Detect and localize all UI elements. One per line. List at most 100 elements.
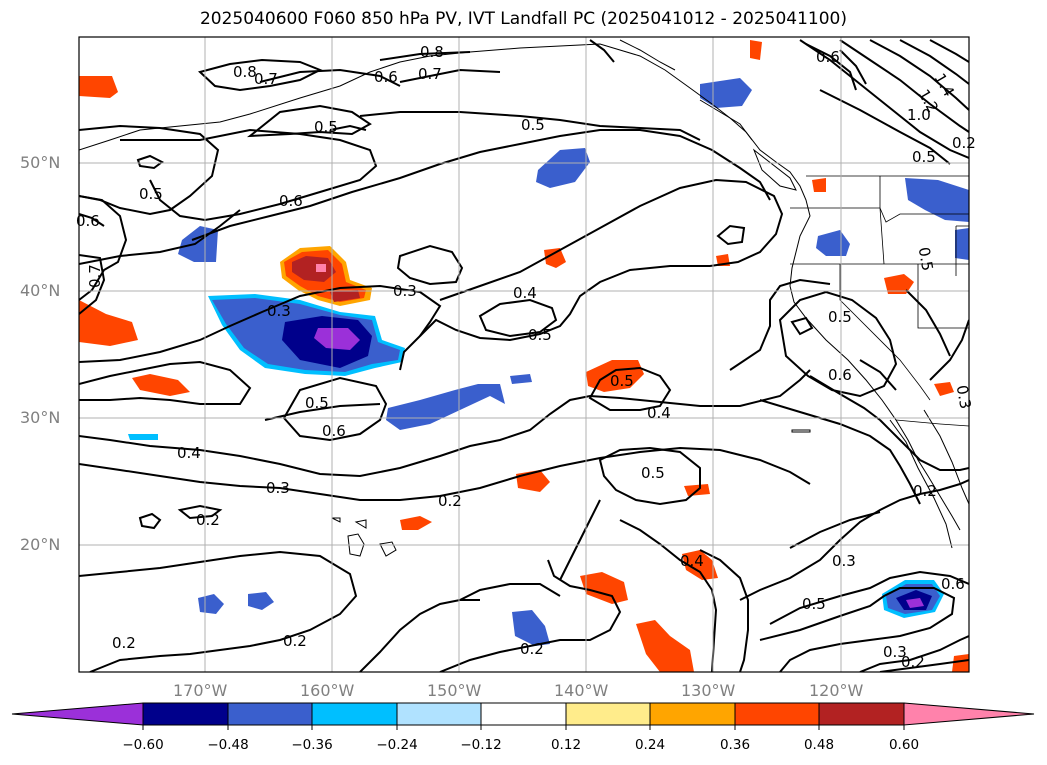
contour-48 — [905, 289, 951, 357]
vancouver-island — [752, 148, 797, 191]
pv-contours — [79, 39, 969, 672]
contour-label: 0.2 — [901, 653, 925, 671]
state-borders — [790, 175, 969, 427]
contour-label: 0.5 — [139, 185, 163, 203]
lon-label-120w: 120°W — [809, 681, 864, 700]
contour-label: 0.6 — [941, 575, 965, 593]
pos-anomaly-2 — [79, 76, 118, 98]
colorbar-segment-2 — [311, 702, 398, 726]
contour-55 — [839, 49, 867, 85]
contour-33 — [699, 549, 749, 672]
pole-island — [791, 429, 811, 433]
contour-57 — [589, 39, 615, 63]
map-frame — [78, 36, 970, 673]
contour-label: 0.3 — [832, 552, 856, 570]
colorbar-tick-label: −0.12 — [460, 737, 502, 753]
contour-49 — [799, 39, 969, 159]
contour-label: 0.3 — [883, 643, 907, 661]
gulf-coast — [923, 409, 969, 505]
colorbar-segment-7 — [734, 702, 820, 726]
contour-18 — [399, 178, 784, 371]
coastline-islands-1 — [619, 39, 676, 71]
colorbar-segment-3 — [396, 702, 482, 726]
colorbar-segment-8 — [818, 702, 905, 726]
border-wa-or — [790, 207, 969, 223]
pos-anomaly-1-core — [292, 256, 336, 282]
colorbar-segment-1 — [227, 702, 313, 726]
pos-anomaly-3 — [79, 300, 138, 346]
contour-label: 0.5 — [828, 308, 852, 326]
contour-label: 0.4 — [513, 284, 537, 302]
lon-label-150w: 150°W — [427, 681, 482, 700]
contour-25 — [138, 512, 162, 530]
border-ca-nv — [839, 264, 931, 401]
contour-label: 0.5 — [610, 372, 634, 390]
neg-anomaly-5 — [905, 178, 969, 222]
contour-38 — [859, 635, 969, 672]
baja-coast — [889, 419, 953, 549]
contour-label: 0.5 — [521, 116, 545, 134]
contour-35 — [789, 511, 881, 549]
contour-3 — [79, 254, 106, 315]
hawaii-2 — [379, 541, 397, 557]
contour-14 — [396, 244, 464, 286]
map-title: 2025040600 F060 850 hPa PV, IVT Landfall… — [199, 9, 847, 29]
contour-label: 0.6 — [374, 68, 398, 86]
contour-label: 0.7 — [254, 70, 278, 88]
contour-29 — [439, 559, 622, 672]
contour-label: 0.6 — [322, 422, 346, 440]
neg-anomaly-11 — [128, 434, 158, 440]
contour-label: 0.2 — [520, 640, 544, 658]
contour-label: 0.5 — [915, 246, 937, 273]
contour-26 — [177, 504, 223, 520]
contour-20 — [716, 224, 746, 246]
neg-anomaly-10 — [248, 592, 274, 610]
border-idaho — [879, 176, 885, 265]
contour-52 — [899, 39, 969, 85]
contour-label: 0.5 — [802, 595, 826, 613]
colorbar-tick-label: 0.36 — [719, 737, 751, 753]
contour-2 — [79, 195, 128, 301]
contour-27 — [79, 550, 358, 672]
pos-anomaly-14 — [934, 382, 954, 396]
colorbar-tick-label: 0.12 — [550, 737, 582, 753]
contour-31 — [559, 499, 601, 581]
contour-42 — [809, 375, 881, 421]
contour-6 — [197, 58, 323, 92]
contour-9 — [399, 68, 501, 83]
contour-label: 0.2 — [952, 134, 976, 152]
contour-41 — [729, 278, 831, 371]
contour-39 — [879, 659, 969, 672]
border-mexico — [895, 419, 969, 427]
border-misc — [955, 225, 969, 276]
contour-17 — [264, 403, 381, 421]
contour-15 — [79, 360, 252, 405]
contour-label: 0.8 — [420, 43, 444, 61]
contour-36 — [769, 570, 969, 625]
contour-56 — [819, 89, 951, 165]
contour-45 — [790, 316, 814, 336]
contour-59 — [329, 124, 367, 131]
neg-anomaly-13 — [510, 374, 532, 384]
hawaii-1 — [347, 533, 365, 557]
lat-label-30: 30°N — [20, 408, 61, 427]
pos-anomaly-18 — [750, 40, 762, 60]
pos-anomaly-4 — [132, 374, 190, 396]
contour-8 — [379, 51, 471, 61]
pos-anomaly-10 — [682, 550, 718, 580]
contour-label: 0.7 — [86, 264, 104, 288]
colorbar — [11, 702, 1035, 730]
border-nv-az — [917, 264, 969, 329]
grid — [79, 37, 969, 672]
contour-11 — [191, 129, 771, 241]
pos-anomaly-9 — [400, 516, 432, 530]
contour-label: 0.2 — [283, 632, 307, 650]
pos-anomaly-17 — [812, 178, 826, 192]
lon-label-170w: 170°W — [173, 681, 228, 700]
colorbar-tick-label: 0.60 — [888, 737, 920, 753]
colorbar-segment-0 — [142, 702, 229, 726]
colorbar-ticks — [142, 725, 905, 730]
contour-label: 0.5 — [641, 464, 665, 482]
lon-label-160w: 160°W — [300, 681, 355, 700]
